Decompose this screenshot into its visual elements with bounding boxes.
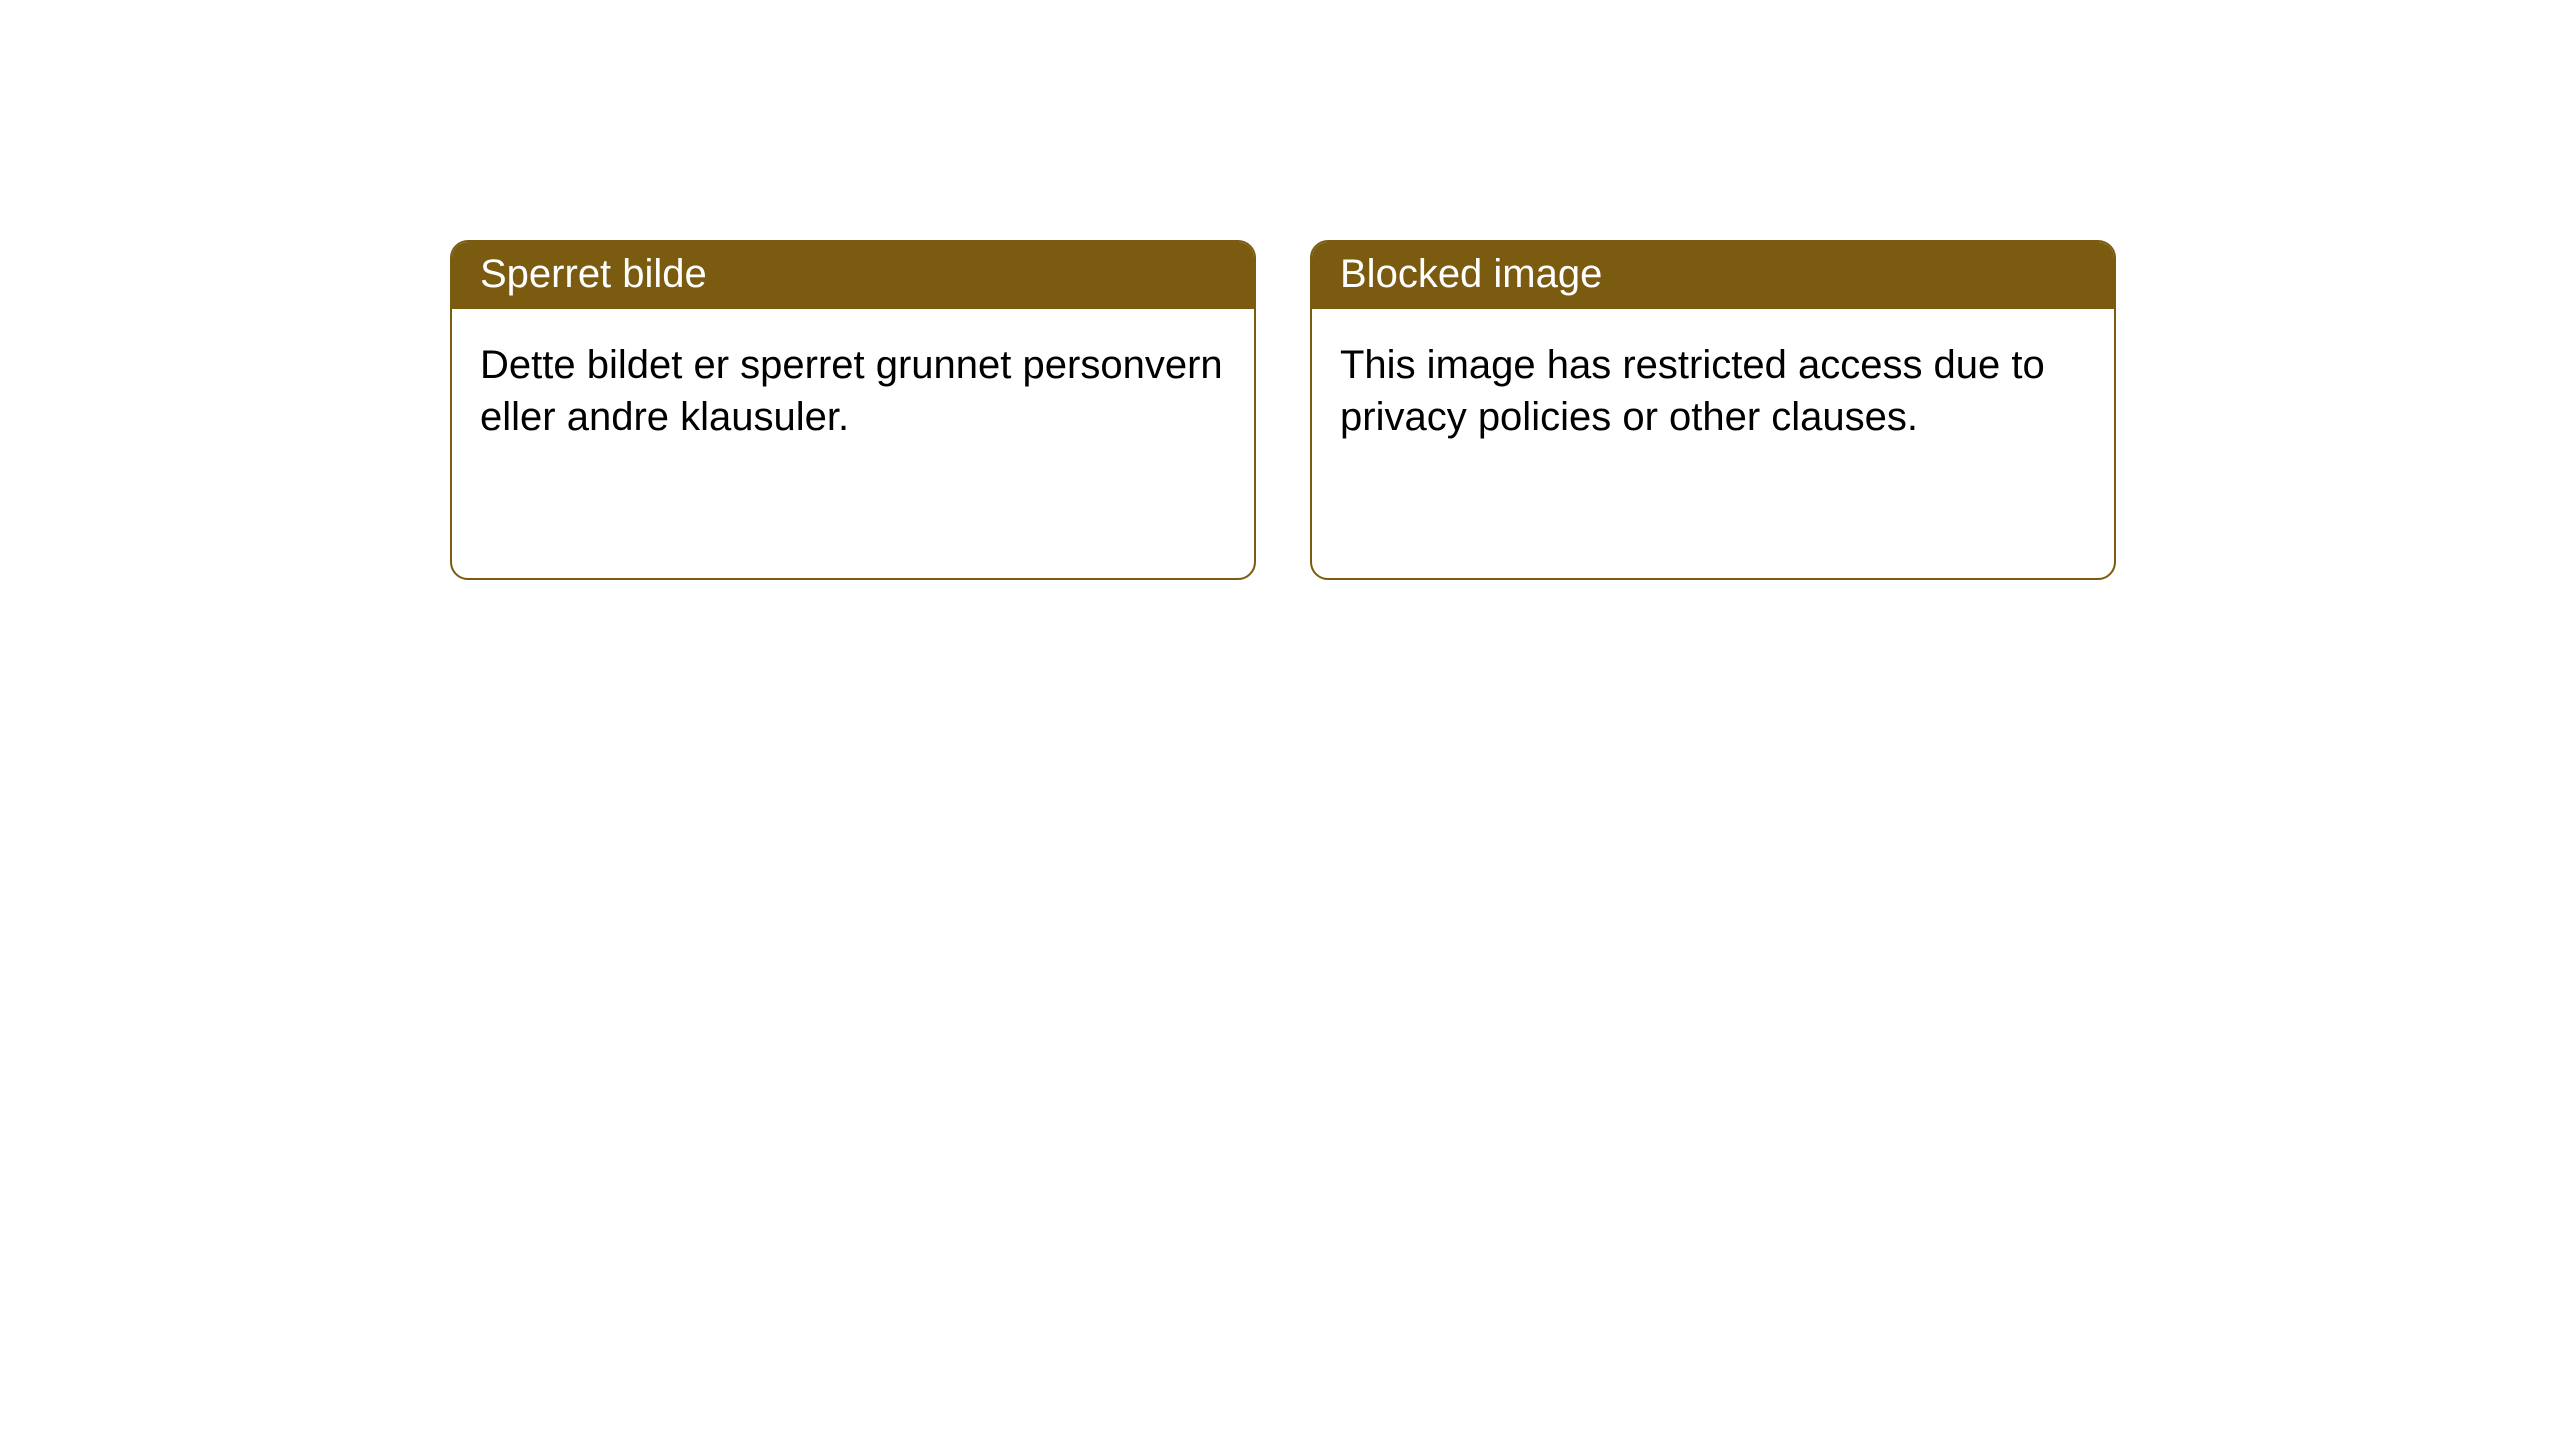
card-body-en: This image has restricted access due to … [1312, 309, 2114, 473]
blocked-image-card-en: Blocked image This image has restricted … [1310, 240, 2116, 580]
card-body-no: Dette bildet er sperret grunnet personve… [452, 309, 1254, 473]
cards-container: Sperret bilde Dette bildet er sperret gr… [0, 0, 2560, 580]
card-title-no: Sperret bilde [452, 242, 1254, 309]
blocked-image-card-no: Sperret bilde Dette bildet er sperret gr… [450, 240, 1256, 580]
card-title-en: Blocked image [1312, 242, 2114, 309]
